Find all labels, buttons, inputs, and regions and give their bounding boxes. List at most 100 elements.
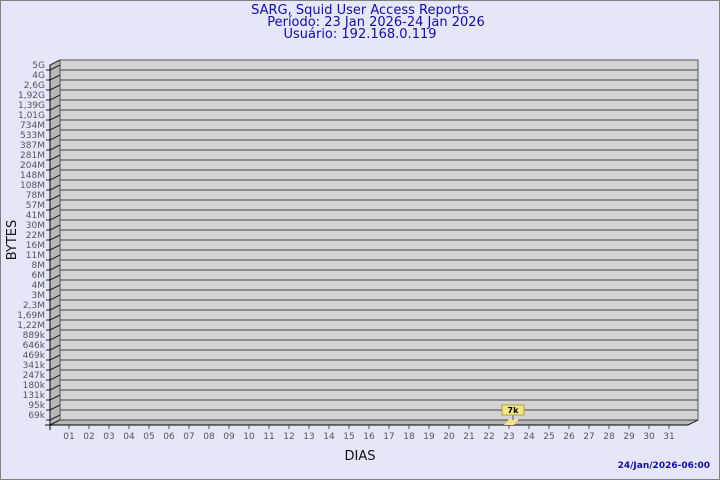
x-tick-label: 27 bbox=[583, 432, 594, 442]
x-axis-label: DIAS bbox=[345, 449, 376, 464]
y-tick-label: 4G bbox=[32, 71, 45, 81]
depth-tick bbox=[49, 274, 61, 281]
x-tick-label: 24 bbox=[523, 432, 535, 442]
depth-tick bbox=[49, 134, 61, 141]
x-tick-label: 17 bbox=[383, 432, 394, 442]
y-tick-label: 889k bbox=[23, 331, 46, 341]
x-tick-label: 23 bbox=[503, 432, 514, 442]
x-tick-label: 19 bbox=[423, 432, 435, 442]
x-tick-label: 04 bbox=[123, 432, 135, 442]
depth-tick bbox=[49, 394, 61, 401]
depth-tick bbox=[49, 144, 61, 151]
x-tick-label: 30 bbox=[643, 432, 655, 442]
x-tick-label: 14 bbox=[323, 432, 335, 442]
y-tick-label: 2,6G bbox=[24, 81, 45, 91]
depth-tick bbox=[49, 124, 61, 131]
x-tick-label: 03 bbox=[103, 432, 114, 442]
y-tick-label: 30M bbox=[26, 221, 45, 231]
depth-tick bbox=[49, 164, 61, 171]
depth-tick bbox=[49, 94, 61, 101]
y-tick-label: 2,3M bbox=[23, 301, 45, 311]
y-tick-label: 533M bbox=[20, 131, 45, 141]
x-tick-label: 26 bbox=[563, 432, 575, 442]
depth-tick bbox=[49, 74, 61, 81]
x-tick-label: 25 bbox=[543, 432, 554, 442]
depth-tick bbox=[49, 414, 61, 421]
chart-period: Período: 23 Jan 2026-24 Jan 2026 bbox=[267, 15, 485, 30]
depth-tick bbox=[49, 324, 61, 331]
x-tick-label: 01 bbox=[63, 432, 74, 442]
x-tick-label: 22 bbox=[483, 432, 494, 442]
y-tick-label: 16M bbox=[26, 241, 45, 251]
y-axis-label: BYTES bbox=[5, 220, 20, 261]
y-tick-label: 95k bbox=[28, 401, 45, 411]
depth-tick bbox=[49, 214, 61, 221]
depth-tick bbox=[49, 174, 61, 181]
y-tick-label: 341k bbox=[23, 361, 46, 371]
depth-tick bbox=[49, 64, 61, 71]
y-tick-label: 281M bbox=[20, 151, 45, 161]
x-tick-label: 15 bbox=[343, 432, 354, 442]
floor bbox=[49, 419, 699, 426]
x-tick-label: 18 bbox=[403, 432, 415, 442]
y-tick-label: 180k bbox=[23, 381, 46, 391]
y-tick-label: 204M bbox=[20, 161, 45, 171]
depth-tick bbox=[49, 194, 61, 201]
x-tick-label: 13 bbox=[303, 432, 314, 442]
y-tick-label: 22M bbox=[26, 231, 45, 241]
bar-day-23 bbox=[504, 419, 519, 425]
depth-tick bbox=[49, 244, 61, 251]
y-tick-label: 11M bbox=[26, 251, 45, 261]
x-tick-label: 16 bbox=[363, 432, 375, 442]
x-tick-label: 12 bbox=[283, 432, 294, 442]
x-tick-label: 29 bbox=[623, 432, 635, 442]
bar-label-box bbox=[501, 404, 525, 416]
depth-tick bbox=[49, 374, 61, 381]
y-tick-label: 57M bbox=[26, 201, 45, 211]
depth-tick bbox=[49, 114, 61, 121]
x-tick-label: 09 bbox=[223, 432, 235, 442]
y-tick-label: 6M bbox=[32, 271, 46, 281]
depth-tick bbox=[49, 234, 61, 241]
y-tick-label: 1,01G bbox=[18, 111, 45, 121]
x-tick-label: 28 bbox=[603, 432, 615, 442]
y-tick-label: 131k bbox=[23, 391, 46, 401]
depth-tick bbox=[49, 354, 61, 361]
y-tick-label: 5G bbox=[32, 61, 45, 71]
chart-title: SARG, Squid User Access Reports bbox=[251, 3, 469, 18]
depth-tick bbox=[49, 364, 61, 371]
depth-tick bbox=[49, 84, 61, 91]
x-tick-label: 05 bbox=[143, 432, 154, 442]
y-tick-label: 1,92G bbox=[18, 91, 45, 101]
depth-tick bbox=[49, 204, 61, 211]
y-tick-label: 41M bbox=[26, 211, 45, 221]
depth-tick bbox=[49, 384, 61, 391]
y-tick-label: 108M bbox=[20, 181, 45, 191]
generated-timestamp: 24/Jan/2026-06:00 bbox=[617, 461, 710, 471]
x-tick-label: 06 bbox=[163, 432, 175, 442]
x-tick-label: 07 bbox=[183, 432, 194, 442]
depth-tick bbox=[49, 264, 61, 271]
y-tick-label: 734M bbox=[20, 121, 45, 131]
depth-tick bbox=[49, 334, 61, 341]
y-tick-label: 469k bbox=[23, 351, 46, 361]
depth-tick bbox=[49, 284, 61, 291]
x-tick-label: 10 bbox=[243, 432, 255, 442]
x-tick-label: 31 bbox=[663, 432, 674, 442]
y-tick-label: 78M bbox=[26, 191, 45, 201]
y-tick-label: 3M bbox=[32, 291, 46, 301]
depth-tick bbox=[49, 304, 61, 311]
depth-tick bbox=[49, 154, 61, 161]
y-tick-label: 247k bbox=[23, 371, 46, 381]
depth-tick bbox=[49, 104, 61, 111]
y-tick-label: 1,39G bbox=[18, 101, 45, 111]
bar-data-label: 7k bbox=[508, 406, 520, 415]
y-tick-label: 8M bbox=[32, 261, 46, 271]
y-tick-label: 1,69M bbox=[17, 311, 45, 321]
depth-tick bbox=[49, 294, 61, 301]
x-tick-label: 20 bbox=[443, 432, 455, 442]
depth-tick bbox=[49, 344, 61, 351]
x-tick-label: 11 bbox=[263, 432, 274, 442]
x-tick-label: 21 bbox=[463, 432, 474, 442]
